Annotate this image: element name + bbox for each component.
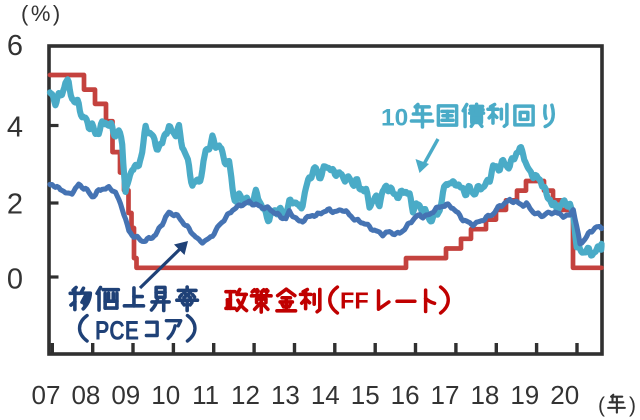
- svg-text:6: 6: [7, 30, 23, 62]
- svg-text:18: 18: [470, 380, 499, 410]
- svg-text:12: 12: [231, 380, 260, 410]
- svg-text:09: 09: [111, 380, 140, 410]
- svg-text:20: 20: [550, 380, 579, 410]
- svg-text:0: 0: [7, 264, 23, 296]
- svg-text:07: 07: [32, 380, 61, 410]
- svg-text:08: 08: [71, 380, 100, 410]
- svg-text:11: 11: [192, 380, 219, 410]
- svg-text:2: 2: [7, 189, 23, 221]
- svg-text:15: 15: [351, 380, 380, 410]
- svg-text:16: 16: [391, 380, 420, 410]
- svg-text:(: (: [598, 394, 605, 417]
- svg-text:10: 10: [151, 380, 180, 410]
- svg-text:4: 4: [7, 112, 23, 144]
- svg-text:19: 19: [510, 380, 539, 410]
- svg-text:13: 13: [271, 380, 300, 410]
- svg-text:): ): [629, 394, 636, 417]
- svg-text:PCE: PCE: [95, 316, 139, 346]
- svg-text:FF: FF: [340, 288, 369, 314]
- svg-text:17: 17: [431, 380, 460, 410]
- svg-text:14: 14: [311, 380, 340, 410]
- svg-text:10: 10: [381, 105, 408, 132]
- svg-text:(%): (%): [21, 1, 63, 26]
